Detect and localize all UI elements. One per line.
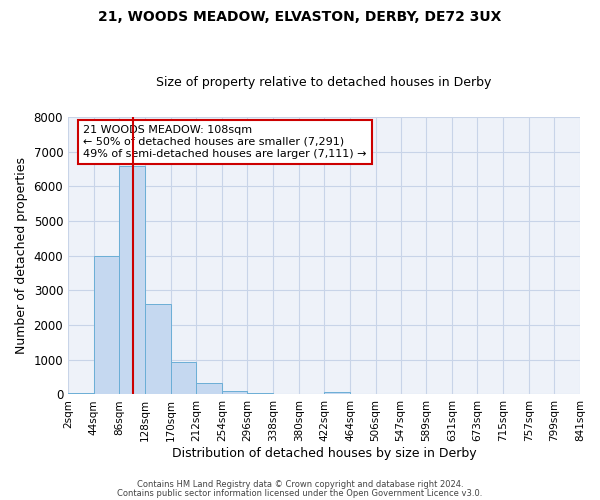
Bar [94, 256, 119, 394]
Bar [119, 166, 145, 394]
Bar [325, 392, 350, 394]
Text: Contains HM Land Registry data © Crown copyright and database right 2024.: Contains HM Land Registry data © Crown c… [137, 480, 463, 489]
Text: Contains public sector information licensed under the Open Government Licence v3: Contains public sector information licen… [118, 488, 482, 498]
Y-axis label: Number of detached properties: Number of detached properties [15, 158, 28, 354]
Bar [247, 392, 273, 394]
X-axis label: Distribution of detached houses by size in Derby: Distribution of detached houses by size … [172, 447, 476, 460]
Text: 21, WOODS MEADOW, ELVASTON, DERBY, DE72 3UX: 21, WOODS MEADOW, ELVASTON, DERBY, DE72 … [98, 10, 502, 24]
Title: Size of property relative to detached houses in Derby: Size of property relative to detached ho… [157, 76, 492, 90]
Bar [145, 304, 170, 394]
Bar [68, 392, 94, 394]
Text: 21 WOODS MEADOW: 108sqm
← 50% of detached houses are smaller (7,291)
49% of semi: 21 WOODS MEADOW: 108sqm ← 50% of detache… [83, 126, 367, 158]
Bar [222, 391, 247, 394]
Bar [170, 362, 196, 394]
Bar [196, 383, 222, 394]
